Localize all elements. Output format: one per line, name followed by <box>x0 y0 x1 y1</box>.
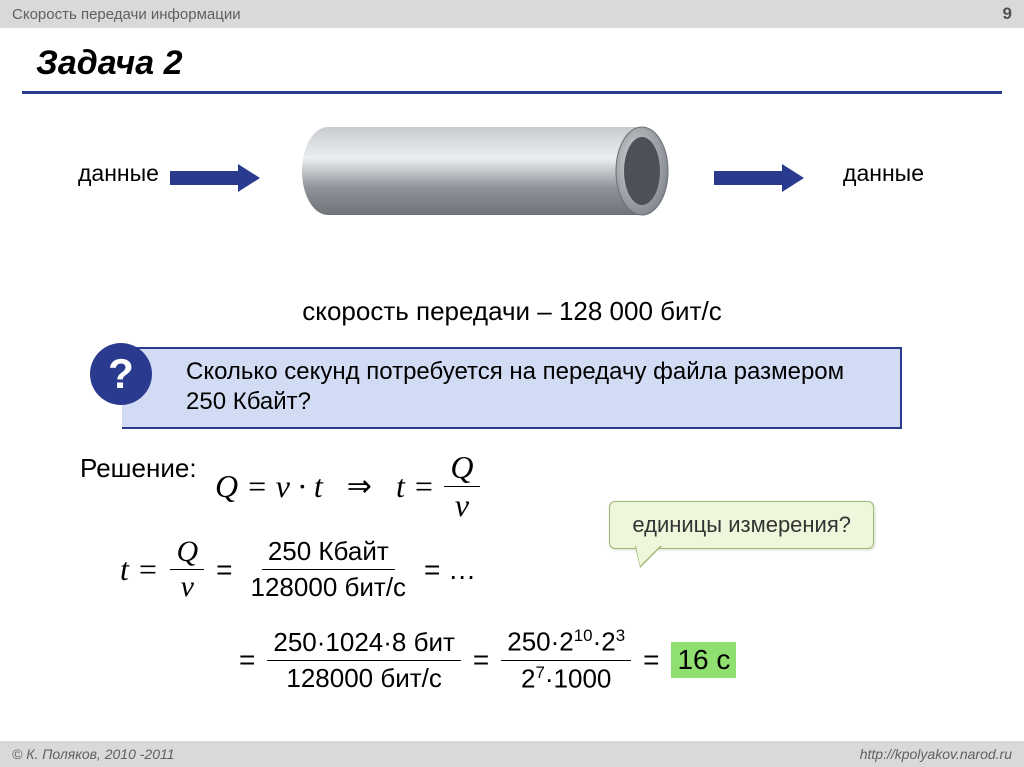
footer-bar: © К. Поляков, 2010 -2011 http://kpolyako… <box>0 741 1024 767</box>
diagram-label-right: данные <box>843 160 924 187</box>
eq-t-equals: t = <box>396 468 434 505</box>
eq-Qvt: Q = v · t <box>215 468 323 505</box>
equals-4: = <box>643 644 659 676</box>
speed-caption: скорость передачи – 128 000 бит/с <box>0 296 1024 327</box>
units-tooltip: единицы измерения? <box>609 501 874 549</box>
equals-ellipsis: = … <box>424 554 476 586</box>
page-number: 9 <box>1003 4 1012 24</box>
solution-label: Решение: <box>80 453 197 483</box>
footer-copyright: © К. Поляков, 2010 -2011 <box>12 746 175 762</box>
arrow-out-icon <box>714 164 804 192</box>
pipe-icon <box>290 116 680 226</box>
frac-powers: 250·210·23 27·1000 <box>501 624 631 696</box>
frac-bits: 250·1024·8 бит 128000 бит/с <box>267 625 461 696</box>
equals-3: = <box>473 644 489 676</box>
implies-icon: ⇒ <box>347 469 372 504</box>
pipe-diagram: данные данные <box>0 122 1024 282</box>
header-topic: Скорость передачи информации <box>12 6 241 23</box>
header-bar: Скорость передачи информации 9 <box>0 0 1024 28</box>
equals-2: = <box>239 644 255 676</box>
frac-Q-over-v-2: Q v <box>170 535 204 604</box>
t-equals-2: t = <box>120 551 158 588</box>
diagram-label-left: данные <box>78 160 159 187</box>
result-highlight: 16 с <box>671 642 736 678</box>
arrow-in-icon <box>170 164 260 192</box>
solution-area: Решение: Q = v · t ⇒ t = Q v t = Q v = 2… <box>0 429 1024 484</box>
footer-url: http://kpolyakov.narod.ru <box>860 746 1012 762</box>
frac-250kb: 250 Кбайт 128000 бит/с <box>245 534 413 605</box>
frac-Q-over-v: Q v <box>444 449 479 524</box>
equals-1: = <box>216 554 232 586</box>
question-icon: ? <box>90 343 152 405</box>
formula-row-1: Q = v · t ⇒ t = Q v <box>215 449 480 524</box>
title-underline <box>22 91 1002 94</box>
formula-row-3: = 250·1024·8 бит 128000 бит/с = 250·210·… <box>239 624 736 696</box>
tooltip-text: единицы измерения? <box>632 512 851 537</box>
question-box: ? Сколько секунд потребуется на передачу… <box>122 347 902 429</box>
slide-title: Задача 2 <box>0 28 1024 87</box>
formula-row-2: t = Q v = 250 Кбайт 128000 бит/с = … <box>120 534 476 605</box>
question-text: Сколько секунд потребуется на передачу ф… <box>186 358 844 415</box>
